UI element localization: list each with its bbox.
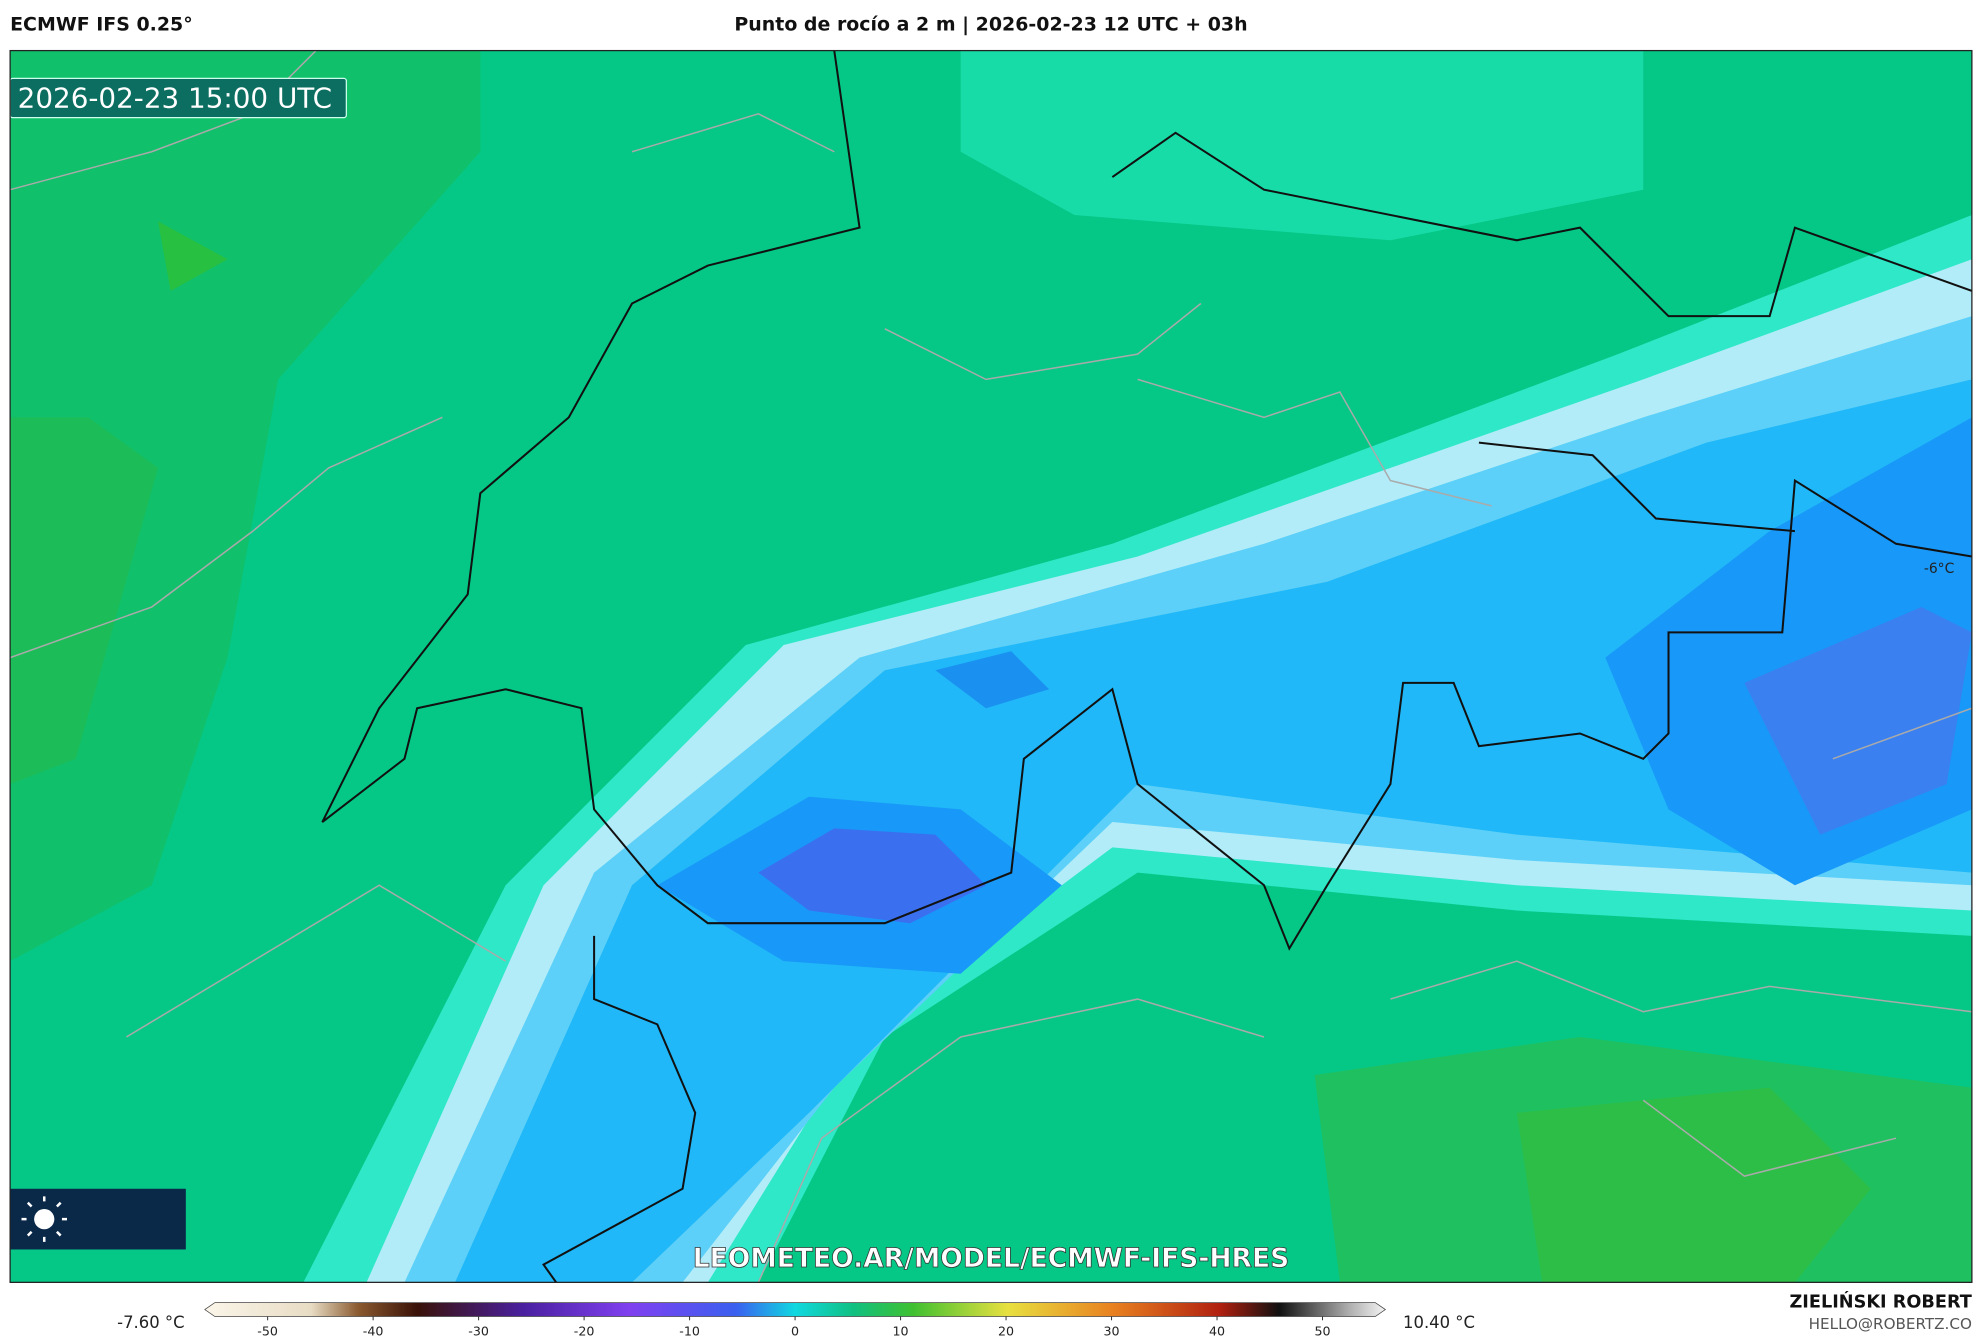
colorbar: -50 -40 -30 -20 -10 0 10 20 30 40 50 — [204, 1302, 1387, 1338]
map-title: Punto de rocío a 2 m | 2026-02-23 12 UTC… — [734, 13, 1247, 35]
colorbar-scale — [204, 1302, 1387, 1317]
colorbar-tick-label: 40 — [1209, 1323, 1225, 1338]
watermark: LEOMETEO.AR/MODEL/ECMWF-IFS-HRES — [693, 1243, 1290, 1274]
colorbar-tick-label: -50 — [257, 1323, 278, 1338]
colorbar-tick-label: 10 — [893, 1323, 909, 1338]
colorbar-tick-label: -20 — [574, 1323, 595, 1338]
colorbar-min: -7.60 °C — [117, 1313, 184, 1332]
colorbar-tick-label: 0 — [791, 1323, 799, 1338]
colorbar-tick-label: -40 — [363, 1323, 384, 1338]
author: ZIELIŃSKI ROBERT — [1789, 1291, 1971, 1313]
email: HELLO@ROBERTZ.CO — [1809, 1315, 1972, 1333]
map: 2026-02-23 15:00 UTC -6°C LEOMETEO.AR/MO… — [10, 50, 1972, 1283]
contour-label: -6°C — [1924, 561, 1954, 577]
colorbar-tick-label: 30 — [1104, 1323, 1120, 1338]
model-name: ECMWF IFS 0.25° — [10, 13, 193, 35]
colorbar-max: 10.40 °C — [1403, 1313, 1475, 1332]
colorbar-tick-label: 20 — [998, 1323, 1014, 1338]
colorbar-tick-label: -10 — [679, 1323, 700, 1338]
colorbar-tick-label: -30 — [468, 1323, 489, 1338]
valid-time: 2026-02-23 15:00 UTC — [18, 81, 332, 114]
colorbar-tick-label: 50 — [1314, 1323, 1330, 1338]
